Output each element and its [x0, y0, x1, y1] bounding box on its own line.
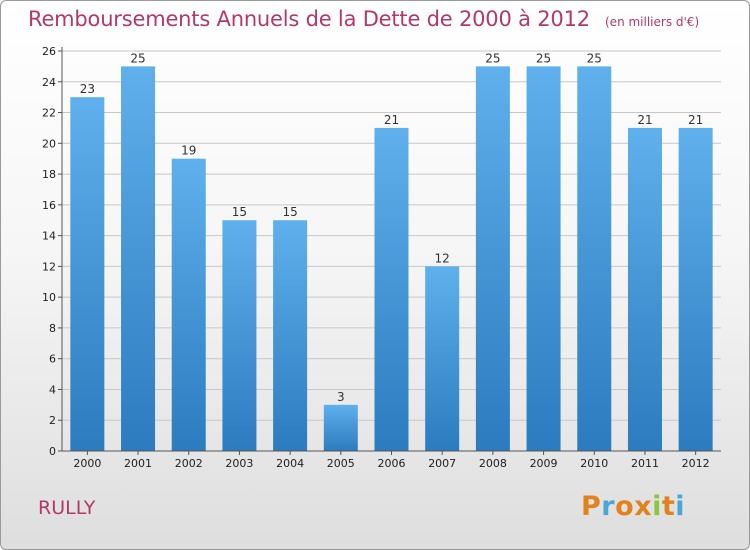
data-label-2001: 25 — [130, 51, 145, 65]
logo-letter: r — [601, 491, 616, 522]
x-tick-label-2006: 2006 — [378, 457, 406, 470]
commune-name: RULLY — [38, 497, 96, 519]
y-tick-label: 18 — [42, 168, 56, 181]
logo-letter: t — [661, 491, 676, 522]
x-tick-label-2002: 2002 — [175, 457, 203, 470]
data-label-2005: 3 — [337, 390, 345, 404]
y-tick-label: 2 — [49, 414, 56, 427]
data-label-2010: 25 — [587, 51, 602, 65]
x-tick-label-2007: 2007 — [428, 457, 456, 470]
y-tick-label: 20 — [42, 137, 56, 150]
bars — [70, 66, 713, 452]
x-tick-labels: 2000 2001 2002 2003 2004 2005 2006 2007 2008 2009… — [73, 457, 709, 470]
bar-2001 — [121, 66, 156, 451]
bar-2007 — [425, 266, 460, 451]
data-label-2009: 25 — [536, 51, 551, 65]
proxiti-logo: Proxiti — [581, 491, 685, 522]
data-label-2006: 21 — [384, 113, 399, 127]
data-label-2000: 23 — [80, 82, 95, 96]
bar-2010 — [577, 66, 612, 451]
data-label-2011: 21 — [637, 113, 652, 127]
y-tick-label: 6 — [49, 353, 56, 366]
data-label-2004: 15 — [282, 205, 297, 219]
x-tick-label-2004: 2004 — [276, 457, 304, 470]
logo-letter: o — [615, 491, 635, 522]
logo-letter: P — [581, 491, 602, 522]
logo-letter: x — [634, 491, 653, 522]
x-tick-label-2012: 2012 — [682, 457, 710, 470]
data-label-2012: 21 — [688, 113, 703, 127]
x-tick-label-2008: 2008 — [479, 457, 507, 470]
y-tick-label: 0 — [49, 445, 56, 458]
bar-2003 — [222, 220, 257, 451]
bar-2002 — [171, 158, 206, 451]
bar-2009 — [526, 66, 561, 451]
y-tick-label: 8 — [49, 322, 56, 335]
data-label-2007: 12 — [435, 251, 450, 265]
data-label-2003: 15 — [232, 205, 247, 219]
y-tick-label: 22 — [42, 107, 56, 120]
logo-letter: i — [675, 491, 686, 522]
chart-title-text: Remboursements Annuels de la Dette de 20… — [28, 7, 590, 31]
y-tick-label: 10 — [42, 291, 56, 304]
x-tick-label-2010: 2010 — [580, 457, 608, 470]
y-tick-label: 4 — [49, 383, 56, 396]
bar-2004 — [273, 220, 308, 451]
y-tick-label: 24 — [42, 76, 56, 89]
y-tick-label: 14 — [42, 230, 56, 243]
axes — [58, 47, 721, 455]
bar-2000 — [70, 97, 105, 452]
bar-2012 — [678, 127, 713, 451]
chart-unit: (en milliers d'€) — [605, 15, 700, 29]
bar-2011 — [627, 127, 662, 451]
x-tick-label-2009: 2009 — [530, 457, 558, 470]
y-tick-label: 26 — [42, 45, 56, 58]
data-label-2002: 19 — [181, 144, 196, 158]
bar-2006 — [374, 127, 409, 451]
logo-letter: i — [652, 491, 662, 522]
x-tick-label-2005: 2005 — [327, 457, 355, 470]
chart-title: Remboursements Annuels de la Dette de 20… — [28, 7, 699, 31]
data-labels: 23 25 19 15 15 3 21 12 25 25 25 21 21 — [80, 51, 704, 403]
data-label-2008: 25 — [485, 51, 500, 65]
x-tick-label-2011: 2011 — [631, 457, 659, 470]
y-tick-label: 16 — [42, 199, 56, 212]
x-tick-label-2001: 2001 — [124, 457, 152, 470]
bar-2008 — [475, 66, 510, 451]
y-tick-label: 12 — [42, 260, 56, 273]
bar-2005 — [323, 404, 358, 451]
x-tick-label-2003: 2003 — [225, 457, 253, 470]
x-tick-label-2000: 2000 — [73, 457, 101, 470]
